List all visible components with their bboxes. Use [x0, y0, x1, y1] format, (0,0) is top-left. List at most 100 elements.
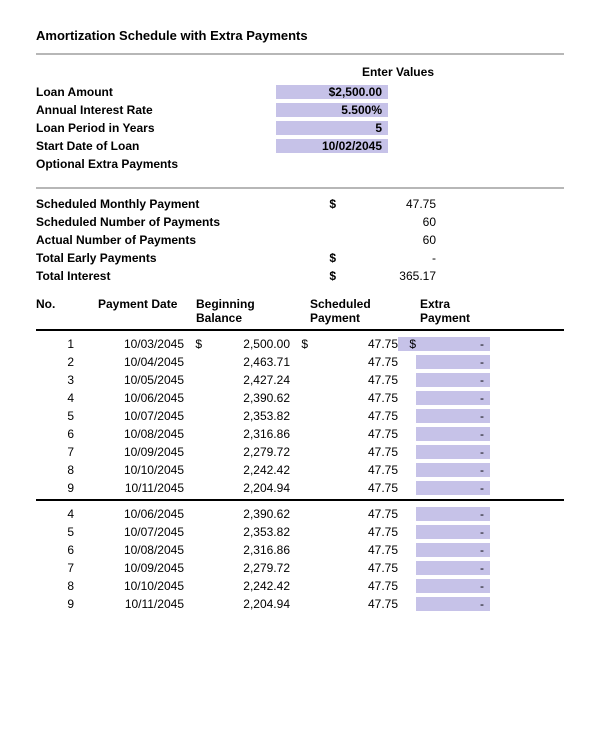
cell-scheduled: 47.75 — [308, 543, 398, 557]
input-value[interactable]: 10/02/2045 — [276, 139, 388, 153]
table-row: 310/05/20452,427.2447.75- — [36, 371, 564, 389]
table-row: 910/11/20452,204.9447.75- — [36, 479, 564, 497]
input-value[interactable]: $2,500.00 — [276, 85, 388, 99]
cell-extra: - — [416, 525, 490, 539]
table-row: 510/07/20452,353.8247.75- — [36, 407, 564, 425]
summary-row: Total Early Payments $ - — [36, 249, 564, 267]
cell-date: 10/06/2045 — [74, 391, 184, 405]
cell-balance: 2,463.71 — [202, 355, 290, 369]
currency-symbol: $ — [296, 269, 336, 283]
cell-no: 6 — [36, 543, 74, 557]
cell-no: 2 — [36, 355, 74, 369]
cell-balance: 2,316.86 — [202, 543, 290, 557]
cell-balance: 2,242.42 — [202, 463, 290, 477]
cell-date: 10/07/2045 — [74, 525, 184, 539]
cell-extra: - — [416, 373, 490, 387]
divider — [36, 53, 564, 55]
inputs-header: Enter Values — [36, 65, 564, 79]
cell-balance: 2,279.72 — [202, 445, 290, 459]
input-value[interactable]: 5.500% — [276, 103, 388, 117]
cell-scheduled: 47.75 — [308, 409, 398, 423]
table-body: 110/03/2045$2,500.00$47.75$-210/04/20452… — [36, 335, 564, 497]
cell-scheduled: 47.75 — [308, 373, 398, 387]
cell-balance: 2,390.62 — [202, 507, 290, 521]
cell-scheduled: 47.75 — [308, 579, 398, 593]
cell-balance: 2,316.86 — [202, 427, 290, 441]
cell-balance: 2,279.72 — [202, 561, 290, 575]
summary-row: Actual Number of Payments 60 — [36, 231, 564, 249]
table-row: 510/07/2045 2,353.82 47.75 - — [36, 523, 564, 541]
table-row: 710/09/20452,279.7247.75- — [36, 443, 564, 461]
table-divider — [36, 499, 564, 501]
cell-balance: 2,353.82 — [202, 409, 290, 423]
cell-extra: - — [416, 445, 490, 459]
cell-scheduled: 47.75 — [308, 427, 398, 441]
summary-value: 60 — [336, 215, 436, 229]
cell-balance: 2,204.94 — [202, 481, 290, 495]
amortization-page: Amortization Schedule with Extra Payment… — [0, 0, 600, 613]
cell-balance: 2,390.62 — [202, 391, 290, 405]
cell-no: 7 — [36, 445, 74, 459]
input-label: Annual Interest Rate — [36, 103, 251, 117]
cell-extra: - — [416, 597, 490, 611]
input-label: Optional Extra Payments — [36, 157, 251, 171]
cell-extra: - — [416, 409, 490, 423]
summary-value: - — [336, 251, 436, 265]
cell-no: 6 — [36, 427, 74, 441]
input-row: Loan Period in Years 5 — [36, 119, 564, 137]
cell-date: 10/03/2045 — [74, 337, 184, 351]
cell-extra: - — [416, 463, 490, 477]
cell-scheduled: 47.75 — [308, 525, 398, 539]
cell-no: 5 — [36, 409, 74, 423]
summary-row: Scheduled Monthly Payment $ 47.75 — [36, 195, 564, 213]
cell-no: 8 — [36, 463, 74, 477]
table-row: 110/03/2045$2,500.00$47.75$- — [36, 335, 564, 353]
cell-extra: - — [416, 543, 490, 557]
cell-extra: - — [416, 579, 490, 593]
cell-extra: - — [416, 355, 490, 369]
cell-date: 10/10/2045 — [74, 579, 184, 593]
cell-date: 10/08/2045 — [74, 427, 184, 441]
cell-no: 7 — [36, 561, 74, 575]
input-row: Start Date of Loan 10/02/2045 — [36, 137, 564, 155]
cell-scheduled: 47.75 — [308, 481, 398, 495]
cell-date: 10/05/2045 — [74, 373, 184, 387]
cell-scheduled: 47.75 — [308, 445, 398, 459]
amortization-table: No. Payment Date Beginning Balance Sched… — [36, 297, 564, 613]
page-title: Amortization Schedule with Extra Payment… — [36, 28, 564, 43]
summary-value: 47.75 — [336, 197, 436, 211]
col-balance: Beginning Balance — [184, 297, 290, 325]
cell-no: 5 — [36, 525, 74, 539]
cell-extra: - — [416, 427, 490, 441]
cell-date: 10/06/2045 — [74, 507, 184, 521]
table-header: No. Payment Date Beginning Balance Sched… — [36, 297, 564, 331]
cell-scheduled: 47.75 — [308, 337, 398, 351]
cell-extra: - — [416, 391, 490, 405]
input-label: Loan Amount — [36, 85, 251, 99]
col-no: No. — [36, 297, 74, 325]
currency-symbol: $ — [184, 337, 202, 351]
summary-row: Total Interest $ 365.17 — [36, 267, 564, 285]
currency-symbol: $ — [290, 337, 308, 351]
input-value[interactable]: 5 — [276, 121, 388, 135]
summary-label: Actual Number of Payments — [36, 233, 296, 247]
table-row: 410/06/20452,390.6247.75- — [36, 389, 564, 407]
input-label: Loan Period in Years — [36, 121, 251, 135]
table-row: 810/10/20452,242.4247.75- — [36, 577, 564, 595]
cell-extra: - — [416, 481, 490, 495]
summary-label: Total Interest — [36, 269, 296, 283]
input-row: Annual Interest Rate 5.500% — [36, 101, 564, 119]
summary-label: Scheduled Number of Payments — [36, 215, 296, 229]
summary-value: 60 — [336, 233, 436, 247]
summary-row: Scheduled Number of Payments 60 — [36, 213, 564, 231]
col-scheduled: Scheduled Payment — [290, 297, 398, 325]
cell-scheduled: 47.75 — [308, 463, 398, 477]
cell-balance: 2,427.24 — [202, 373, 290, 387]
table-row: 910/11/20452,204.9447.75- — [36, 595, 564, 613]
cell-date: 10/10/2045 — [74, 463, 184, 477]
cell-balance: 2,242.42 — [202, 579, 290, 593]
cell-no: 1 — [36, 337, 74, 351]
cell-scheduled: 47.75 — [308, 561, 398, 575]
cell-balance: 2,353.82 — [202, 525, 290, 539]
summary-block: Scheduled Monthly Payment $ 47.75 Schedu… — [36, 195, 564, 285]
